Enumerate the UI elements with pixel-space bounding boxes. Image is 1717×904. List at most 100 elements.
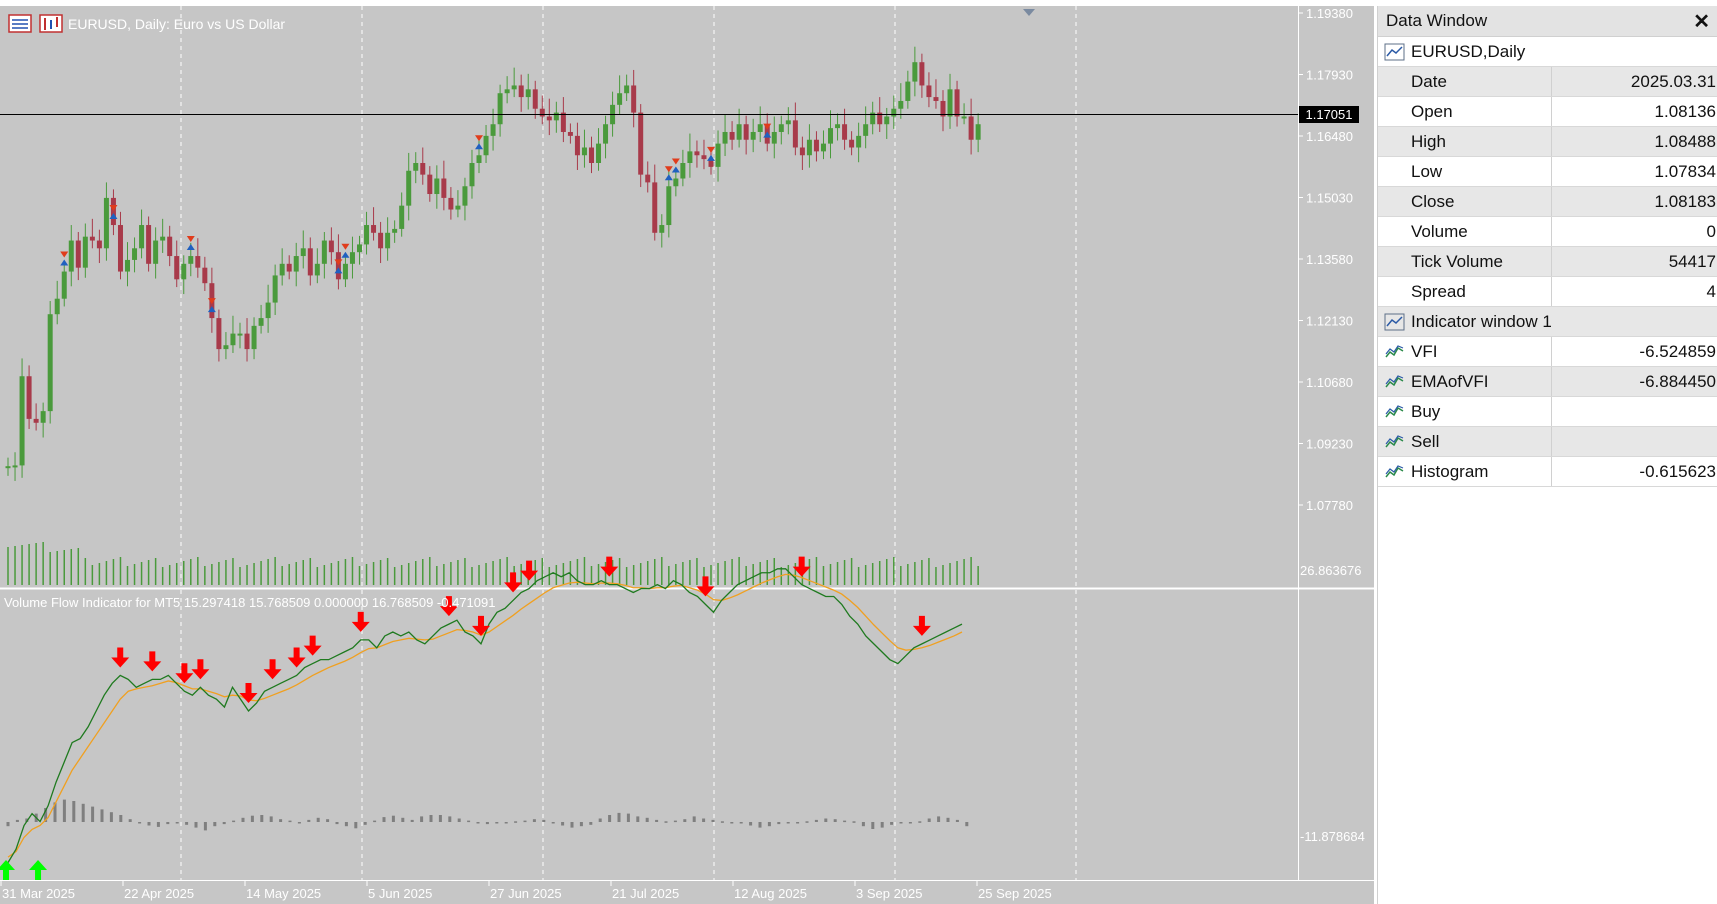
indicator-line-icon	[1385, 434, 1404, 447]
data-row-close: Close 1.08183	[1378, 187, 1717, 217]
histogram-bar	[608, 815, 612, 822]
candle-body	[701, 155, 707, 160]
chart-area[interactable]: 1.17051 EURUSD, Daily: Euro vs US Dollar…	[0, 0, 1374, 904]
data-row-spread: Spread 4	[1378, 277, 1717, 307]
buy-signal-icon	[671, 166, 680, 173]
candle-body	[174, 256, 180, 280]
data-window[interactable]: Data Window ✕ EURUSD,Daily Date 2025.03.3…	[1377, 6, 1717, 904]
data-row-value: 4	[1706, 281, 1716, 301]
candle-body	[553, 112, 559, 121]
candle-body	[392, 228, 398, 233]
sell-arrow-icon	[303, 635, 322, 656]
histogram-bar	[391, 815, 395, 822]
histogram-bar	[702, 818, 706, 822]
indicator-row-value	[1552, 397, 1717, 426]
histogram-bar	[758, 822, 762, 828]
data-row-value: 1.08183	[1654, 191, 1716, 211]
histogram-bar	[288, 820, 292, 823]
candle-body	[244, 333, 250, 350]
candle-body	[448, 197, 454, 210]
chart-window-icon[interactable]	[8, 14, 32, 33]
histogram-bar	[81, 803, 85, 822]
data-row-tick-volume: Tick Volume 54417	[1378, 247, 1717, 277]
histogram-bar	[119, 815, 123, 822]
indicator-row-histogram: Histogram -0.615623	[1378, 457, 1717, 487]
indicator-row-label-wrap: Sell	[1378, 427, 1552, 456]
date-axis-label: 3 Sep 2025	[856, 886, 923, 901]
candle-body	[82, 236, 88, 268]
histogram-bar	[880, 822, 884, 828]
sell-arrow-icon	[471, 615, 490, 636]
date-axis-label: 27 Jun 2025	[490, 886, 562, 901]
histogram-bar	[767, 822, 771, 827]
histogram-bar	[44, 808, 48, 822]
close-icon[interactable]: ✕	[1693, 10, 1710, 33]
histogram-bar	[796, 822, 800, 824]
candle-body	[715, 143, 721, 167]
candle-body	[694, 151, 700, 156]
indicator-axis: 26.863676 -11.878684	[1300, 563, 1365, 844]
candle-body	[504, 89, 510, 94]
histogram-bar	[899, 822, 903, 824]
candle-body	[328, 240, 334, 253]
sell-signal-icon	[671, 158, 680, 165]
histogram-bar	[852, 821, 856, 823]
current-price-tag	[1299, 106, 1359, 123]
date-axis-label: 21 Jul 2025	[612, 886, 679, 901]
price-axis: 1.19380 1.17930 1.16480 1.15030 1.13580 1.121…	[1298, 6, 1353, 513]
sell-signal-icon	[763, 123, 772, 130]
histogram-bar	[523, 820, 527, 823]
histogram-bar	[711, 819, 715, 822]
sell-arrow-icon	[912, 615, 931, 636]
ohlc-rows: Date 2025.03.31 Open 1.08136 High 1.08488 Low 1…	[1378, 67, 1717, 307]
indicator-axis-label: -11.878684	[1300, 829, 1365, 844]
indicator-window-icon	[1384, 313, 1405, 330]
price-axis-label: 1.15030	[1306, 191, 1353, 206]
histogram-bar	[692, 816, 696, 822]
candle-body	[835, 124, 841, 129]
candle-body	[849, 139, 855, 148]
buy-signal-icon	[475, 143, 484, 150]
candle-body	[870, 112, 876, 125]
candle-body	[61, 271, 67, 299]
candle-body	[230, 333, 236, 346]
price-pane	[0, 6, 1298, 588]
indicator-row-value: -6.524859	[1639, 341, 1716, 361]
date-axis-label: 14 May 2025	[246, 886, 321, 901]
candle-body	[856, 135, 862, 148]
candle-body	[806, 139, 812, 156]
candle-body	[722, 131, 728, 144]
candle-body	[792, 120, 798, 148]
histogram-bar	[485, 822, 489, 825]
shift-marker-icon[interactable]	[1023, 9, 1035, 16]
histogram-bar	[673, 820, 677, 823]
buy-signal-icon	[60, 259, 69, 266]
candle-body	[469, 163, 475, 187]
buy-signal-icon	[334, 267, 343, 274]
indicator-row-emaofvfi: EMAofVFI -6.884450	[1378, 367, 1717, 397]
histogram-bar	[401, 817, 405, 822]
indicator-title: Volume Flow Indicator for MT5 15.297418 …	[4, 595, 495, 610]
data-row-label: High	[1378, 127, 1552, 156]
indicator-row-label-wrap: VFI	[1378, 337, 1552, 366]
histogram-bar	[335, 822, 339, 825]
histogram-bar	[429, 815, 433, 822]
bar-chart-icon[interactable]	[39, 14, 63, 33]
indicator-window-label: Indicator window 1	[1411, 311, 1552, 331]
histogram-bar	[843, 820, 847, 823]
chart-canvas[interactable]: 1.17051 EURUSD, Daily: Euro vs US Dollar…	[0, 0, 1374, 904]
candle-body	[26, 376, 32, 419]
indicator-row-label: EMAofVFI	[1411, 371, 1489, 391]
candle-body	[596, 143, 602, 164]
candle-body	[385, 232, 391, 249]
histogram-bar	[279, 819, 283, 822]
indicator-row-value: -6.884450	[1639, 371, 1716, 391]
buy-signal-icon	[186, 244, 195, 251]
data-window-titlebar[interactable]: Data Window ✕	[1378, 6, 1717, 37]
candle-body	[110, 197, 116, 226]
histogram-bar	[241, 817, 245, 822]
histogram-bar	[232, 820, 236, 823]
indicator-row-value: -0.615623	[1639, 461, 1716, 481]
histogram-bar	[354, 822, 358, 829]
price-axis-label: 1.09230	[1306, 437, 1353, 452]
